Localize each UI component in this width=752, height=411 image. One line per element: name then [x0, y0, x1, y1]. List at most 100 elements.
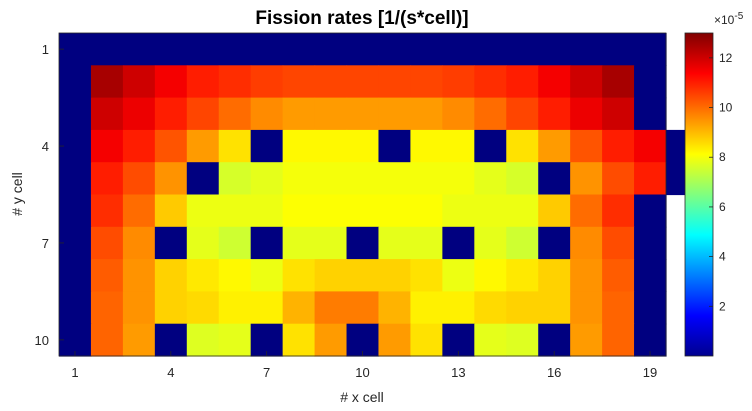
- heatmap-cell: [570, 323, 603, 357]
- heatmap-cell: [634, 291, 667, 325]
- heatmap-cell: [410, 323, 443, 357]
- heatmap-cell: [378, 33, 412, 66]
- x-tick-label: 10: [355, 365, 369, 380]
- heatmap-cell: [346, 129, 380, 163]
- x-tick-label: 13: [451, 365, 465, 380]
- heatmap-cell: [314, 129, 348, 163]
- heatmap-cell: [282, 194, 316, 228]
- heatmap-cell: [506, 129, 539, 163]
- heatmap-cell: [378, 162, 412, 196]
- heatmap-cell: [346, 97, 380, 131]
- heatmap-cell: [314, 226, 348, 260]
- heatmap-cell: [442, 162, 475, 196]
- heatmap-cell: [250, 291, 284, 325]
- heatmap-cell: [570, 65, 603, 99]
- heatmap-cell: [474, 97, 507, 131]
- heatmap-cell: [602, 194, 635, 228]
- heatmap-cell: [59, 259, 92, 292]
- heatmap-cell: [346, 291, 380, 325]
- heatmap-cell: [442, 65, 475, 99]
- heatmap-cell: [282, 291, 316, 325]
- heatmap-cell: [410, 226, 443, 260]
- heatmap-cell: [410, 33, 443, 66]
- heatmap-cell: [250, 194, 284, 228]
- heatmap-cell: [538, 129, 571, 163]
- heatmap-cell: [218, 33, 252, 66]
- heatmap-cell: [346, 33, 380, 66]
- x-axis-label: # x cell: [340, 389, 384, 405]
- heatmap-cell: [59, 97, 92, 131]
- heatmap-cell: [218, 194, 252, 228]
- heatmap-cell: [346, 65, 380, 99]
- heatmap-cell: [506, 97, 539, 131]
- heatmap-cell: [122, 97, 156, 131]
- y-axis-label: # y cell: [9, 172, 25, 216]
- heatmap-cell: [602, 162, 635, 196]
- heatmap-cell: [410, 259, 443, 292]
- heatmap-cell: [506, 226, 539, 260]
- heatmap-cell: [442, 97, 475, 131]
- heatmap-cell: [59, 65, 92, 99]
- y-tick-label: 7: [42, 236, 49, 251]
- heatmap-cell: [474, 259, 507, 292]
- heatmap-cell: [314, 194, 348, 228]
- colorbar-tick-label: 10: [719, 101, 733, 115]
- heatmap-cell: [154, 194, 188, 228]
- heatmap-cell: [634, 162, 667, 196]
- heatmap-cell: [634, 65, 667, 99]
- heatmap-cell: [602, 259, 635, 292]
- heatmap-cell: [250, 259, 284, 292]
- heatmap-cell: [90, 323, 124, 357]
- heatmap-cell: [314, 259, 348, 292]
- heatmap-cell: [186, 226, 220, 260]
- heatmap-cell: [250, 65, 284, 99]
- heatmap-cell: [346, 162, 380, 196]
- heatmap-cell: [602, 323, 635, 357]
- heatmap-cell: [474, 226, 507, 260]
- heatmap-cell: [122, 33, 156, 66]
- heatmap-cell: [314, 323, 348, 357]
- heatmap-cell: [634, 33, 667, 66]
- heatmap-cell: [154, 129, 188, 163]
- heatmap-cell: [154, 97, 188, 131]
- heatmap-cell: [218, 291, 252, 325]
- heatmap-cell: [538, 162, 571, 196]
- heatmap-cell: [122, 129, 156, 163]
- heatmap-cell: [250, 97, 284, 131]
- heatmap-cell: [442, 129, 475, 163]
- heatmap-cell: [314, 291, 348, 325]
- heatmap-cell: [122, 291, 156, 325]
- heatmap-cell: [59, 162, 92, 196]
- heatmap-cell: [410, 97, 443, 131]
- chart-title: Fission rates [1/(s*cell)]: [255, 8, 468, 29]
- heatmap-cell: [410, 162, 443, 196]
- y-tick-label: 1: [42, 42, 49, 57]
- heatmap-cell: [442, 194, 475, 228]
- heatmap-cell: [186, 259, 220, 292]
- heatmap-cell: [538, 226, 571, 260]
- heatmap-cell: [154, 33, 188, 66]
- x-tick-label: 1: [71, 365, 78, 380]
- heatmap-cell: [538, 97, 571, 131]
- heatmap-cell: [218, 226, 252, 260]
- heatmap-cell: [378, 323, 412, 357]
- heatmap-cell: [442, 226, 475, 260]
- heatmap-cell: [474, 162, 507, 196]
- colorbar: [684, 32, 714, 357]
- heatmap-cell: [634, 129, 667, 163]
- plot-frame: [58, 32, 667, 357]
- heatmap-cell: [186, 291, 220, 325]
- x-tick-label: 16: [547, 365, 561, 380]
- heatmap-cell: [474, 323, 507, 357]
- heatmap-cell: [346, 226, 380, 260]
- heatmap-cell: [250, 162, 284, 196]
- heatmap-cell: [410, 129, 443, 163]
- heatmap-cell: [474, 291, 507, 325]
- colorbar-tick-label: 2: [719, 299, 726, 313]
- heatmap-cell: [314, 33, 348, 66]
- colorbar-multiplier: ×10-5: [714, 11, 744, 27]
- heatmap-cell: [90, 226, 124, 260]
- heatmap-cell: [154, 162, 188, 196]
- heatmap-cell: [570, 291, 603, 325]
